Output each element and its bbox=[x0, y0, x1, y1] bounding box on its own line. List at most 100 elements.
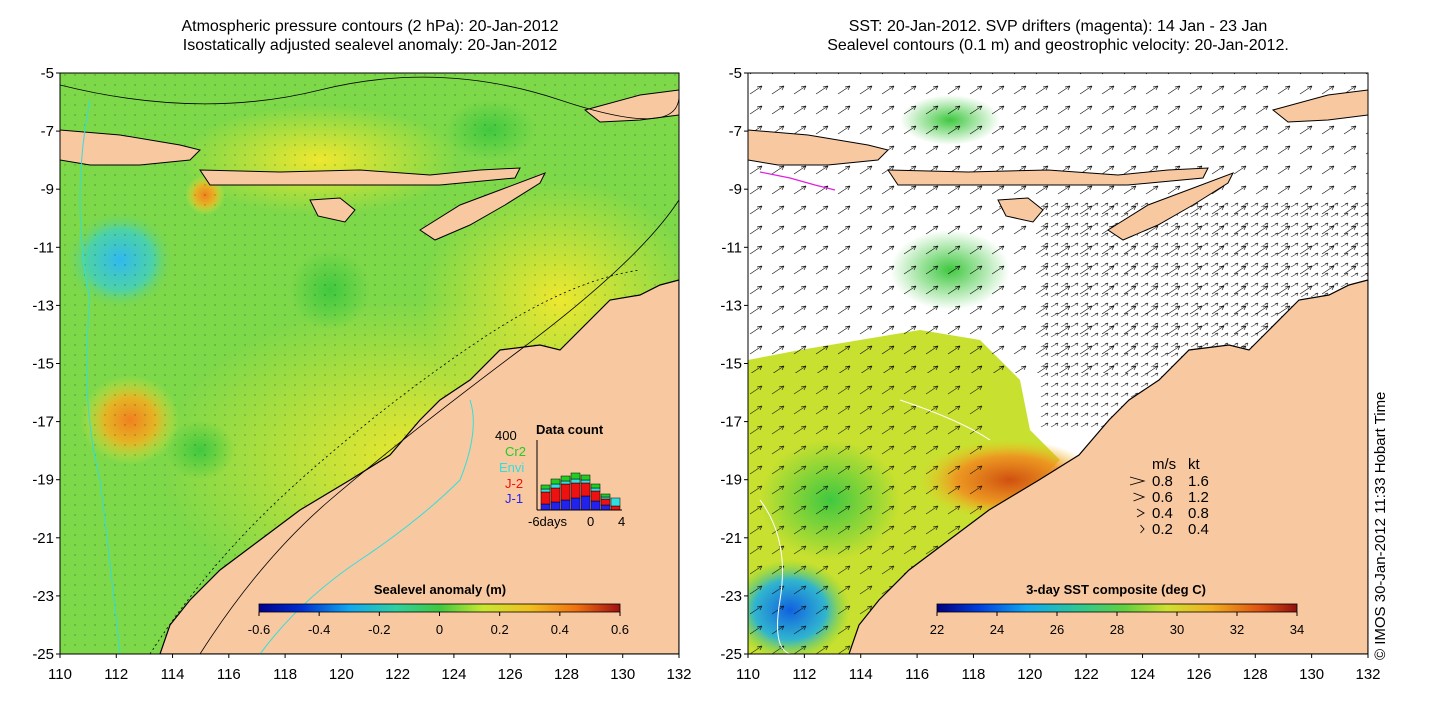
velocity-legend-rows: 0.8 1.60.6 1.20.4 0.80.2 0.4 bbox=[1129, 473, 1209, 538]
right-sumba-island bbox=[997, 197, 1044, 223]
left-lesser-sunda-islands bbox=[199, 167, 521, 186]
right-lon-label: 110 bbox=[736, 666, 760, 683]
velocity-legend-kt: 1.2 bbox=[1188, 489, 1209, 506]
sst-colorbar-tick-label: 32 bbox=[1230, 622, 1244, 637]
sla-colorbar-tick-label: -0.6 bbox=[248, 622, 270, 637]
data-count-bar-segment bbox=[600, 498, 611, 506]
velocity-legend-kt: 0.8 bbox=[1188, 505, 1209, 522]
data-count-bar-segment bbox=[580, 479, 591, 484]
right-australia-land bbox=[848, 279, 1368, 654]
right-lat-label: -13 bbox=[720, 297, 742, 314]
data-count-bars bbox=[540, 472, 621, 511]
data-count-bar-segment bbox=[580, 482, 591, 497]
data-count-bar-segment bbox=[600, 496, 611, 500]
data-count-bar-segment bbox=[540, 503, 551, 511]
data-count-bar-segment bbox=[590, 487, 601, 492]
velocity-legend-arrow bbox=[1140, 524, 1145, 534]
right-lon-label: 126 bbox=[1186, 666, 1211, 683]
data-count-bar-segment bbox=[590, 483, 601, 489]
data-count-bar-segment bbox=[580, 495, 591, 511]
data-count-title: Data count bbox=[536, 422, 604, 437]
imos-credit: © IMOS 30-Jan-2012 11:33 Hobart Time bbox=[1372, 391, 1389, 660]
left-isobath-1 bbox=[79, 99, 121, 654]
right-lat-label: -9 bbox=[729, 181, 742, 198]
left-lon-label: 114 bbox=[161, 666, 185, 683]
left-lon-label: 120 bbox=[329, 666, 354, 683]
sla-colorbar-label: Sealevel anomaly (m) bbox=[374, 582, 506, 597]
sla-colorbar-tick-label: -0.4 bbox=[308, 622, 330, 637]
left-lat-label: -23 bbox=[32, 588, 54, 605]
data-count-bar-segment bbox=[540, 488, 551, 493]
data-count-xlabel-start: -6days bbox=[528, 514, 568, 529]
left-lon-label: 124 bbox=[441, 666, 466, 683]
velocity-legend: m/s kt 0.8 1.60.6 1.20.4 0.80.2 0.4 bbox=[1129, 456, 1209, 538]
sla-colorbar: Sealevel anomaly (m) -0.6 -0.4 -0.2 0 0.2 0.4… bbox=[248, 582, 629, 637]
velocity-legend-header-ms: m/s bbox=[1152, 456, 1176, 473]
data-count-bar-segment bbox=[570, 478, 581, 484]
velocity-legend-arrow bbox=[1133, 492, 1146, 502]
velocity-legend-header-kt: kt bbox=[1188, 456, 1201, 473]
sla-colorbar-tick-label: 0.2 bbox=[491, 622, 509, 637]
right-lon-label: 118 bbox=[961, 666, 985, 683]
sst-colorbar-ramp bbox=[936, 603, 1298, 613]
left-title-line2: Isostatically adjusted sealevel anomaly:… bbox=[182, 37, 558, 54]
sst-colorbar-tick-label: 24 bbox=[990, 622, 1004, 637]
left-lon-label: 122 bbox=[385, 666, 410, 683]
data-count-bar-segment bbox=[560, 499, 571, 511]
right-title-line2: Sealevel contours (0.1 m) and geostrophi… bbox=[827, 37, 1289, 54]
data-count-ymax: 400 bbox=[495, 428, 517, 443]
right-sealevel-contour-1 bbox=[759, 499, 800, 654]
right-lat-label: -15 bbox=[720, 356, 742, 373]
left-lat-label: -15 bbox=[32, 356, 54, 373]
velocity-legend-ms: 0.8 bbox=[1152, 473, 1173, 490]
left-pressure-contour-2 bbox=[199, 199, 679, 654]
right-lesser-sunda-islands bbox=[887, 167, 1209, 186]
sst-colorbar-label: 3-day SST composite (deg C) bbox=[1026, 582, 1206, 597]
data-count-bar-segment bbox=[540, 484, 551, 490]
data-count-bar-segment bbox=[610, 505, 621, 511]
sla-colorbar-ramp bbox=[258, 603, 621, 613]
velocity-legend-kt: 1.6 bbox=[1188, 473, 1209, 490]
left-lon-label: 128 bbox=[554, 666, 579, 683]
right-lon-label: 114 bbox=[849, 666, 873, 683]
data-count-xlabel-end: 4 bbox=[618, 514, 625, 529]
data-count-bar-segment bbox=[600, 504, 611, 511]
sst-colorbar-tick-label: 26 bbox=[1050, 622, 1064, 637]
data-count-bar-segment bbox=[570, 497, 581, 511]
left-lon-label: 110 bbox=[48, 666, 72, 683]
left-lon-label: 112 bbox=[104, 666, 128, 683]
left-lat-label: -25 bbox=[32, 646, 54, 663]
sst-colorbar: 3-day SST composite (deg C) 22 24 26 28 30 32… bbox=[930, 582, 1304, 637]
data-count-legend-envi: Envi bbox=[499, 460, 524, 475]
data-count-bar-segment bbox=[600, 493, 611, 498]
left-java-island bbox=[60, 129, 201, 166]
left-lon-label: 130 bbox=[610, 666, 635, 683]
right-lat-label: -7 bbox=[729, 123, 742, 140]
sst-colorbar-tick-label: 30 bbox=[1170, 622, 1184, 637]
left-lat-label: -9 bbox=[41, 181, 54, 198]
sst-colorbar-ticks: 22 24 26 28 30 32 34 bbox=[930, 612, 1304, 637]
data-count-bar-segment bbox=[550, 478, 561, 485]
left-lat-label: -11 bbox=[33, 239, 54, 256]
right-lat-label: -25 bbox=[720, 646, 742, 663]
right-lon-label: 116 bbox=[905, 666, 929, 683]
left-lat-label: -19 bbox=[32, 472, 54, 489]
right-lon-label: 128 bbox=[1243, 666, 1268, 683]
sst-colorbar-tick-label: 28 bbox=[1110, 622, 1124, 637]
right-lat-label: -21 bbox=[720, 530, 742, 547]
data-count-bar-segment bbox=[550, 487, 561, 503]
left-panel-title: Atmospheric pressure contours (2 hPa): 2… bbox=[60, 17, 680, 55]
data-count-bar-segment bbox=[550, 501, 561, 511]
left-lon-label: 126 bbox=[498, 666, 523, 683]
sla-colorbar-tick-label: 0.6 bbox=[611, 622, 629, 637]
left-lat-label: -21 bbox=[32, 530, 54, 547]
left-australia-land bbox=[159, 279, 679, 654]
sla-colorbar-tick-label: 0.4 bbox=[551, 622, 569, 637]
data-count-bar-segment bbox=[580, 474, 591, 481]
right-lat-label: -19 bbox=[720, 472, 742, 489]
left-lon-label: 116 bbox=[217, 666, 241, 683]
right-map bbox=[748, 73, 1368, 654]
right-sealevel-contour-2 bbox=[899, 399, 991, 441]
right-lon-label: 132 bbox=[1355, 666, 1380, 683]
